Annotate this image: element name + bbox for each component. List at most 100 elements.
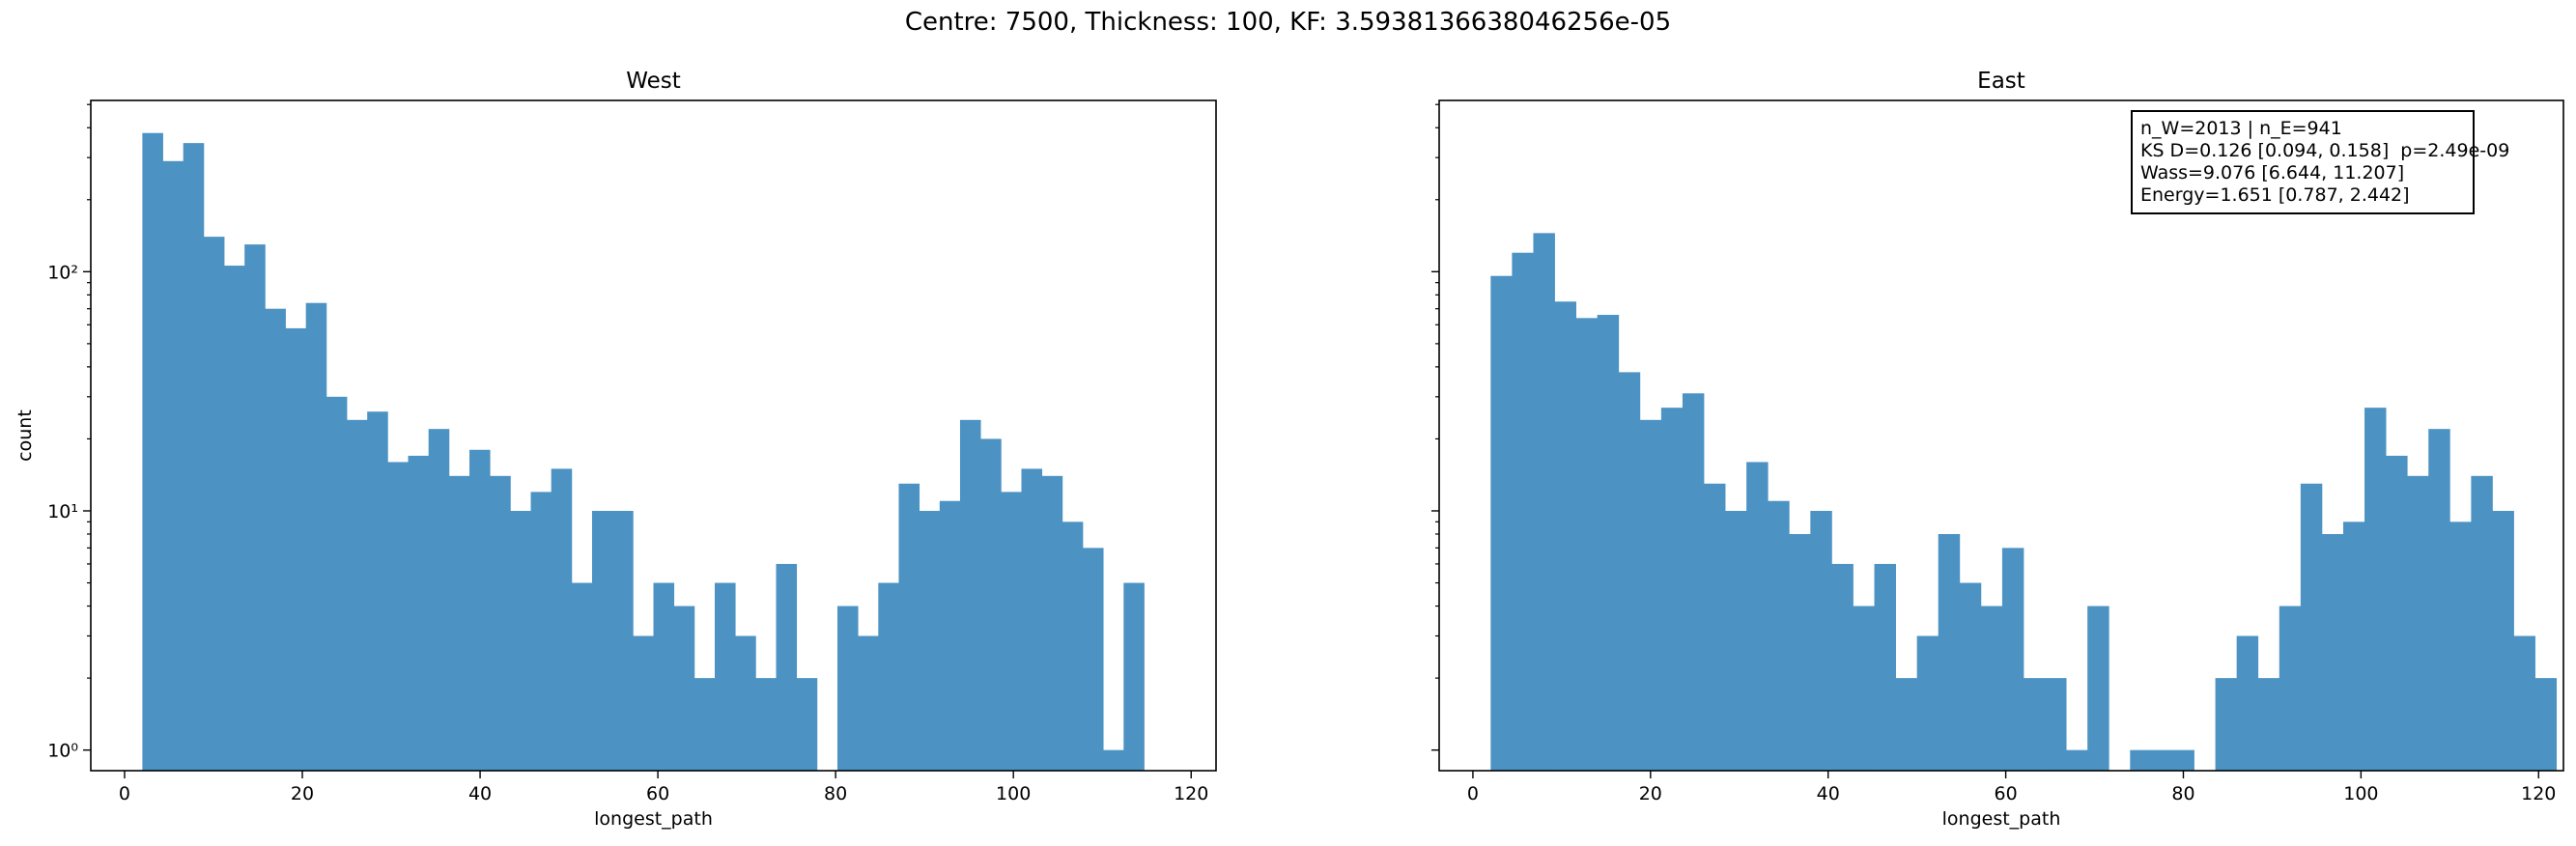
bar-40 [959,419,981,771]
bar-19 [1895,678,1918,771]
bar-2 [1533,233,1555,771]
x-tick-label: 60 [1995,783,2018,804]
x-tick-label: 80 [2171,783,2194,804]
bar-27 [694,678,716,771]
bar-23 [1980,606,2003,771]
bar-4 [224,266,245,771]
bar-48 [2513,635,2535,771]
x-tick-label: 20 [291,783,314,804]
bar-43 [1021,468,1043,771]
bar-37 [898,483,920,771]
bar-13 [408,455,430,771]
bar-26 [2045,678,2067,771]
bar-40 [2342,522,2365,771]
bar-41 [980,438,1002,771]
bar-26 [673,606,695,771]
figure-title: Centre: 7500, Thickness: 100, KF: 3.5938… [904,8,1672,37]
bar-45 [1062,522,1084,771]
bar-36 [878,582,899,771]
x-tick-label: 0 [1467,783,1479,804]
east-panel: 0 20 40 60 80 100 120 East longest_path [1431,69,2564,830]
bar-34 [2215,678,2238,771]
bar-38 [919,510,941,771]
bar-32 [796,678,818,771]
bar-12 [1746,462,1769,771]
stats-annotation-box: n_W=2013 | n_E=941 KS D=0.126 [0.094, 0.… [2131,110,2510,214]
bar-14 [1789,533,1811,771]
bar-16 [469,449,491,771]
y-axis-label: count [14,409,36,462]
bar-34 [836,606,859,771]
bar-18 [1874,563,1896,771]
bar-14 [428,429,450,771]
bar-47 [2492,510,2514,771]
bar-6 [1618,372,1641,771]
bar-5 [1597,315,1620,771]
x-tick-label: 40 [468,783,492,804]
bar-8 [305,302,327,771]
bar-22 [592,510,613,771]
bar-27 [2066,749,2088,771]
bar-31 [2151,749,2173,771]
bar-0 [1490,275,1513,772]
bar-21 [1938,533,1961,771]
bar-20 [551,468,573,771]
x-tick-label: 60 [646,783,669,804]
bar-17 [490,475,511,771]
bar-41 [2364,408,2387,771]
bar-46 [2471,475,2493,771]
west-panel: 0 20 40 60 80 100 120 10⁰ 10¹ 10² West longest_path… [14,69,1217,830]
x-tick-label: 100 [996,783,1031,804]
bar-39 [939,500,961,771]
bar-37 [2279,606,2302,771]
bar-35 [2236,635,2259,771]
bar-0 [142,132,163,771]
bar-47 [1103,749,1124,771]
axes-frame [90,99,1217,772]
bar-25 [653,582,675,771]
bar-18 [510,510,531,771]
bar-19 [530,492,552,771]
bar-16 [1831,563,1854,771]
bar-1 [1512,252,1534,771]
bar-7 [1639,419,1662,771]
bar-1 [162,160,184,771]
x-tick-label: 40 [1817,783,1840,804]
bar-29 [735,635,756,771]
y-tick-label: 10⁰ [47,741,78,762]
stats-line-counts: n_W=2013 | n_E=941 [2140,118,2342,139]
stats-line-wass: Wass=9.076 [6.644, 11.207] [2140,162,2405,183]
bar-24 [633,635,654,771]
bar-3 [1554,301,1576,771]
x-tick-label: 120 [1174,783,1208,804]
bar-30 [2130,749,2152,771]
stats-line-energy: Energy=1.651 [0.787, 2.442] [2140,184,2410,206]
bar-3 [203,237,225,771]
bar-32 [2172,749,2194,771]
panel-title: East [1977,69,2025,94]
bar-10 [1703,483,1726,771]
bar-20 [1916,635,1939,771]
bar-38 [2300,483,2323,771]
bar-23 [612,510,634,771]
bar-11 [1725,510,1747,771]
bar-36 [2257,678,2280,771]
bar-35 [858,635,879,771]
bar-17 [1853,606,1875,771]
bar-11 [367,411,388,771]
x-tick-label: 80 [824,783,847,804]
stats-line-ks: KS D=0.126 [0.094, 0.158] p=2.49e-09 [2140,140,2510,161]
bar-9 [1682,393,1705,771]
bar-21 [571,582,593,771]
bar-22 [1959,582,1982,771]
bar-25 [2023,678,2046,771]
bar-44 [2428,429,2450,771]
x-tick-label: 20 [1639,783,1662,804]
bar-4 [1575,318,1599,771]
axes-frame [1438,99,2564,772]
bar-28 [2087,606,2109,771]
y-tick-label: 10¹ [47,501,78,522]
bar-15 [1810,510,1832,771]
bar-46 [1082,548,1104,771]
